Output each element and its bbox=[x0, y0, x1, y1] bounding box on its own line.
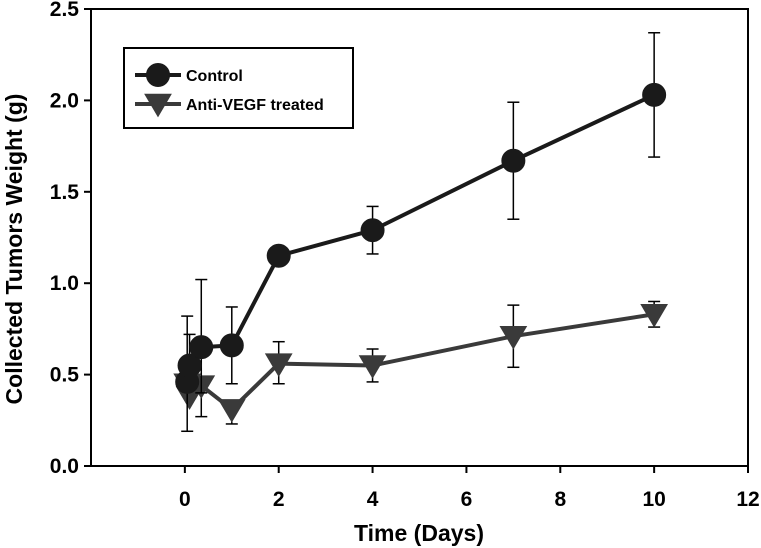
data-point bbox=[642, 82, 667, 107]
x-tick-label: 6 bbox=[461, 488, 473, 511]
x-tick-label: 8 bbox=[554, 488, 566, 511]
y-tick-label: 0.5 bbox=[50, 364, 80, 387]
y-tick-label: 1.0 bbox=[50, 272, 79, 295]
series-layer bbox=[173, 32, 669, 433]
x-tick-label: 4 bbox=[367, 488, 379, 511]
x-tick-label: 10 bbox=[642, 488, 665, 511]
y-tick-label: 1.5 bbox=[50, 181, 80, 204]
x-tick-label: 0 bbox=[179, 488, 191, 511]
legend-marker-anti-vegf bbox=[144, 93, 172, 118]
axis-ticks: 0 2 4 6 8 10 12 0.0 0.5 1.0 1.5 2.0 2.5 bbox=[50, 0, 760, 511]
series-line bbox=[185, 312, 655, 412]
data-point bbox=[189, 335, 214, 360]
y-tick-label: 2.0 bbox=[50, 89, 79, 112]
plot-frame bbox=[90, 8, 749, 467]
y-tick-label: 0.0 bbox=[50, 455, 79, 478]
x-tick-label: 2 bbox=[273, 488, 285, 511]
series-control bbox=[175, 32, 667, 433]
legend-entry-anti-vegf bbox=[135, 93, 181, 118]
data-point bbox=[266, 243, 291, 268]
data-point bbox=[501, 148, 526, 173]
series-anti-vegf bbox=[173, 300, 669, 425]
data-point bbox=[217, 399, 246, 423]
x-axis-title: Time (Days) bbox=[354, 520, 484, 546]
legend-entry-control bbox=[135, 63, 181, 87]
x-tick-label: 12 bbox=[736, 488, 759, 511]
y-axis-title: Collected Tumors Weight (g) bbox=[1, 94, 27, 405]
legend-label-control: Control bbox=[186, 68, 243, 85]
legend-label-anti-vegf: Anti-VEGF treated bbox=[186, 97, 324, 114]
legend-box bbox=[123, 47, 354, 129]
plot-border bbox=[90, 8, 749, 467]
data-point bbox=[360, 218, 385, 243]
y-tick-label: 2.5 bbox=[50, 0, 80, 21]
legend-marker-control bbox=[146, 63, 170, 87]
data-point bbox=[640, 304, 669, 328]
data-point bbox=[219, 333, 244, 358]
data-point bbox=[499, 325, 528, 350]
data-point bbox=[177, 353, 202, 378]
data-point bbox=[358, 355, 387, 379]
series-line bbox=[185, 93, 655, 383]
data-point bbox=[264, 353, 293, 377]
legend: Control Anti-VEGF treated bbox=[123, 47, 354, 129]
